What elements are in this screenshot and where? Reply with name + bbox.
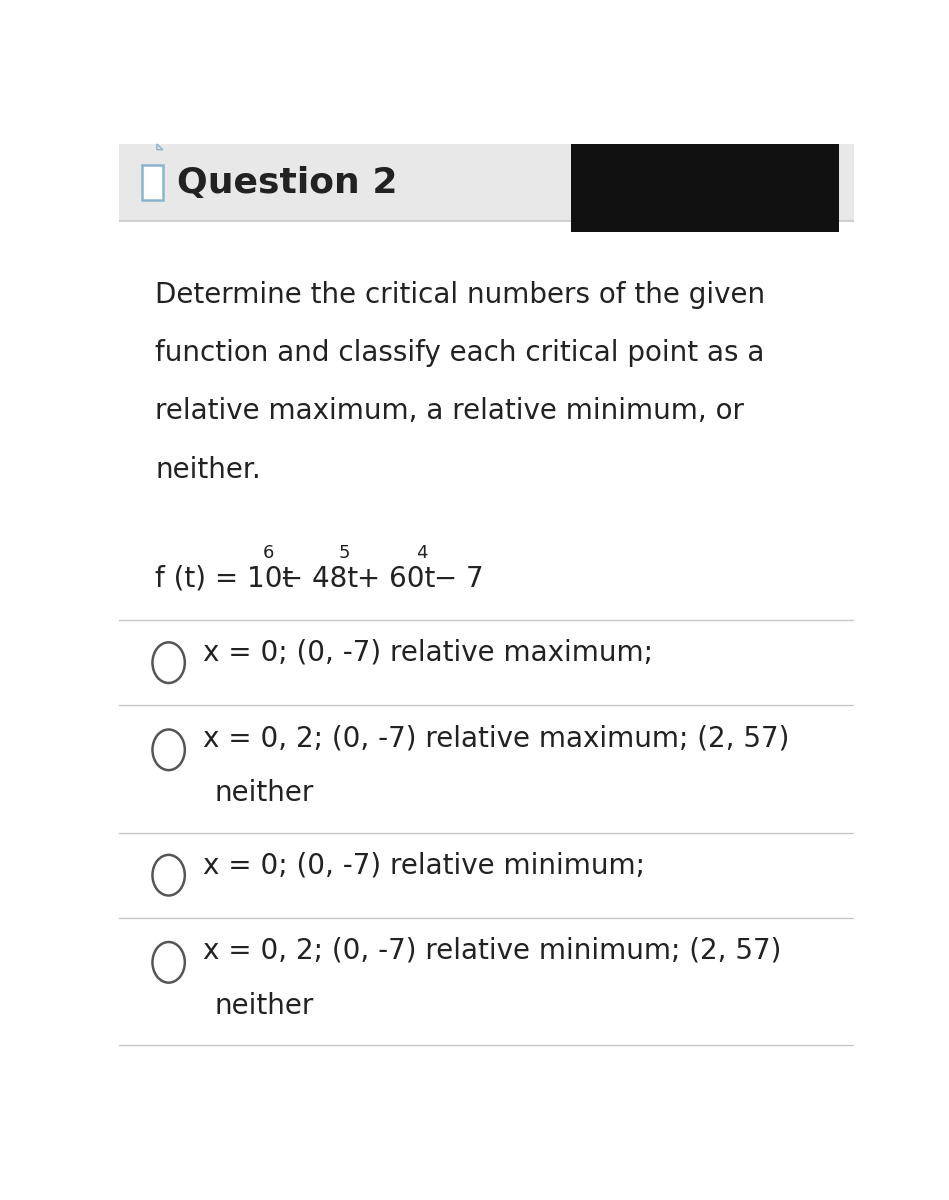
Text: 6: 6 [263,545,274,563]
Text: Determine the critical numbers of the given: Determine the critical numbers of the gi… [156,281,766,310]
Text: neither: neither [214,779,313,808]
Text: 4: 4 [416,545,427,563]
Bar [571,144,839,232]
Polygon shape [157,144,163,150]
Text: f (t) = 10t: f (t) = 10t [156,565,294,593]
Text: neither: neither [214,991,313,1020]
Bar [142,164,163,200]
Text: x = 0, 2; (0, -7) relative maximum; (2, 57): x = 0, 2; (0, -7) relative maximum; (2, … [203,725,790,752]
Text: relative maximum, a relative minimum, or: relative maximum, a relative minimum, or [156,397,744,426]
Text: + 60t: + 60t [348,565,436,593]
Text: − 48t: − 48t [271,565,359,593]
Text: Question 2: Question 2 [177,166,398,199]
Text: − 7: − 7 [424,565,483,593]
Text: x = 0; (0, -7) relative minimum;: x = 0; (0, -7) relative minimum; [203,851,645,880]
Text: x = 0, 2; (0, -7) relative minimum; (2, 57): x = 0, 2; (0, -7) relative minimum; (2, … [203,937,782,965]
Text: x = 0; (0, -7) relative maximum;: x = 0; (0, -7) relative maximum; [203,638,653,667]
Text: neither.: neither. [156,456,261,484]
Text: 5: 5 [339,545,350,563]
Text: function and classify each critical point as a: function and classify each critical poin… [156,340,765,367]
Bar [119,144,854,221]
